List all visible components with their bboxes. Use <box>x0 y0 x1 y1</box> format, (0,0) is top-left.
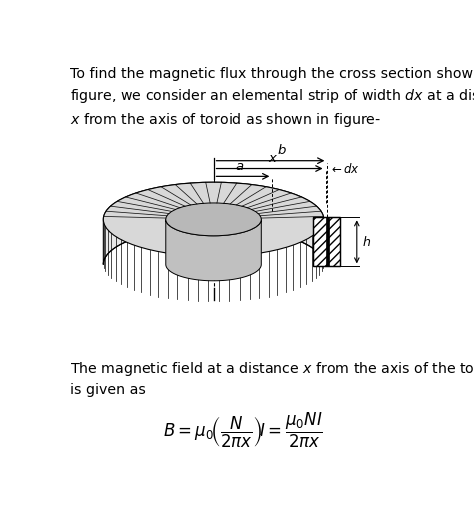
Text: $x$: $x$ <box>268 152 278 165</box>
Bar <box>326 217 329 266</box>
Ellipse shape <box>166 203 261 236</box>
Text: The magnetic field at a distance $x$ from the axis of the toroid
is given as: The magnetic field at a distance $x$ fro… <box>70 360 474 397</box>
Polygon shape <box>166 219 261 281</box>
Ellipse shape <box>103 182 324 257</box>
Text: $B = \mu_0\!\left(\dfrac{N}{2\pi x}\right)\!I = \dfrac{\mu_0 NI}{2\pi x}$: $B = \mu_0\!\left(\dfrac{N}{2\pi x}\righ… <box>163 411 323 450</box>
Text: $\leftarrow dx$: $\leftarrow dx$ <box>329 162 360 176</box>
Text: $a$: $a$ <box>235 160 244 173</box>
Bar <box>313 217 339 266</box>
Polygon shape <box>103 182 324 264</box>
Bar <box>313 217 339 266</box>
Text: To find the magnetic flux through the cross section shown in
figure, we consider: To find the magnetic flux through the cr… <box>70 67 474 129</box>
Text: $b$: $b$ <box>276 143 286 157</box>
Text: $h$: $h$ <box>362 235 371 249</box>
